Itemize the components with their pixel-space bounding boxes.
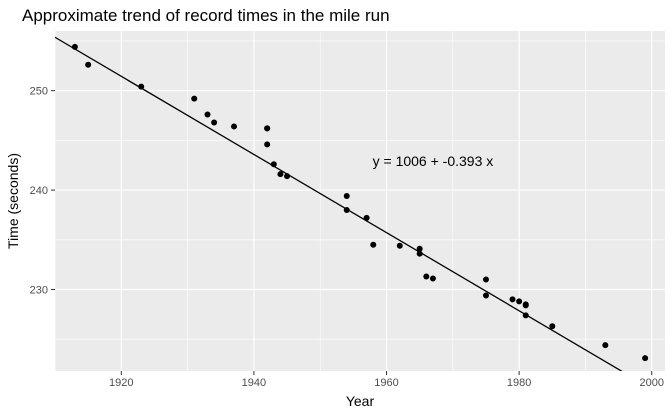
x-tick-label: 1980: [507, 377, 531, 389]
axes: 1920 1940 1960 1980 2000 230 240 250: [30, 86, 664, 389]
data-point: [370, 241, 377, 248]
x-tick-label: 2000: [639, 377, 663, 389]
data-point: [231, 123, 238, 130]
data-point: [211, 119, 218, 126]
data-point: [396, 242, 403, 249]
major-gridlines: [55, 31, 665, 371]
x-tick-label: 1940: [242, 377, 266, 389]
data-point: [264, 141, 271, 148]
data-point: [516, 298, 523, 305]
data-point: [284, 173, 291, 180]
regression-equation: y = 1006 + -0.393 x: [373, 153, 494, 169]
data-point: [522, 312, 529, 319]
plot-panel: [55, 31, 665, 371]
x-axis-title: Year: [346, 393, 375, 409]
y-tick-label: 240: [30, 185, 48, 197]
data-point: [343, 193, 350, 200]
data-point: [363, 214, 370, 221]
data-points: [71, 43, 649, 362]
data-point: [509, 296, 516, 303]
data-point: [270, 161, 277, 168]
data-point: [549, 323, 556, 330]
data-point: [138, 83, 145, 90]
data-point: [522, 302, 529, 309]
data-point: [602, 342, 609, 349]
data-point: [423, 273, 430, 280]
y-axis-title: Time (seconds): [5, 153, 21, 249]
data-point: [429, 275, 436, 282]
data-point: [343, 206, 350, 213]
data-point: [482, 276, 489, 283]
x-tick-label: 1960: [374, 377, 398, 389]
trendline: [55, 36, 623, 371]
trendline-layer: [55, 36, 623, 371]
data-point: [416, 245, 423, 252]
data-point: [482, 292, 489, 299]
data-point: [277, 171, 284, 178]
data-point: [191, 95, 198, 102]
data-point: [71, 43, 78, 50]
data-point: [416, 250, 423, 257]
data-point: [264, 125, 271, 132]
x-tick-label: 1920: [109, 377, 133, 389]
minor-gridlines: [54, 31, 665, 371]
data-point: [204, 111, 211, 118]
chart-title: Approximate trend of record times in the…: [22, 6, 390, 25]
y-tick-label: 230: [30, 284, 48, 296]
data-point: [642, 355, 649, 362]
y-tick-label: 250: [30, 86, 48, 98]
data-point: [85, 61, 92, 68]
